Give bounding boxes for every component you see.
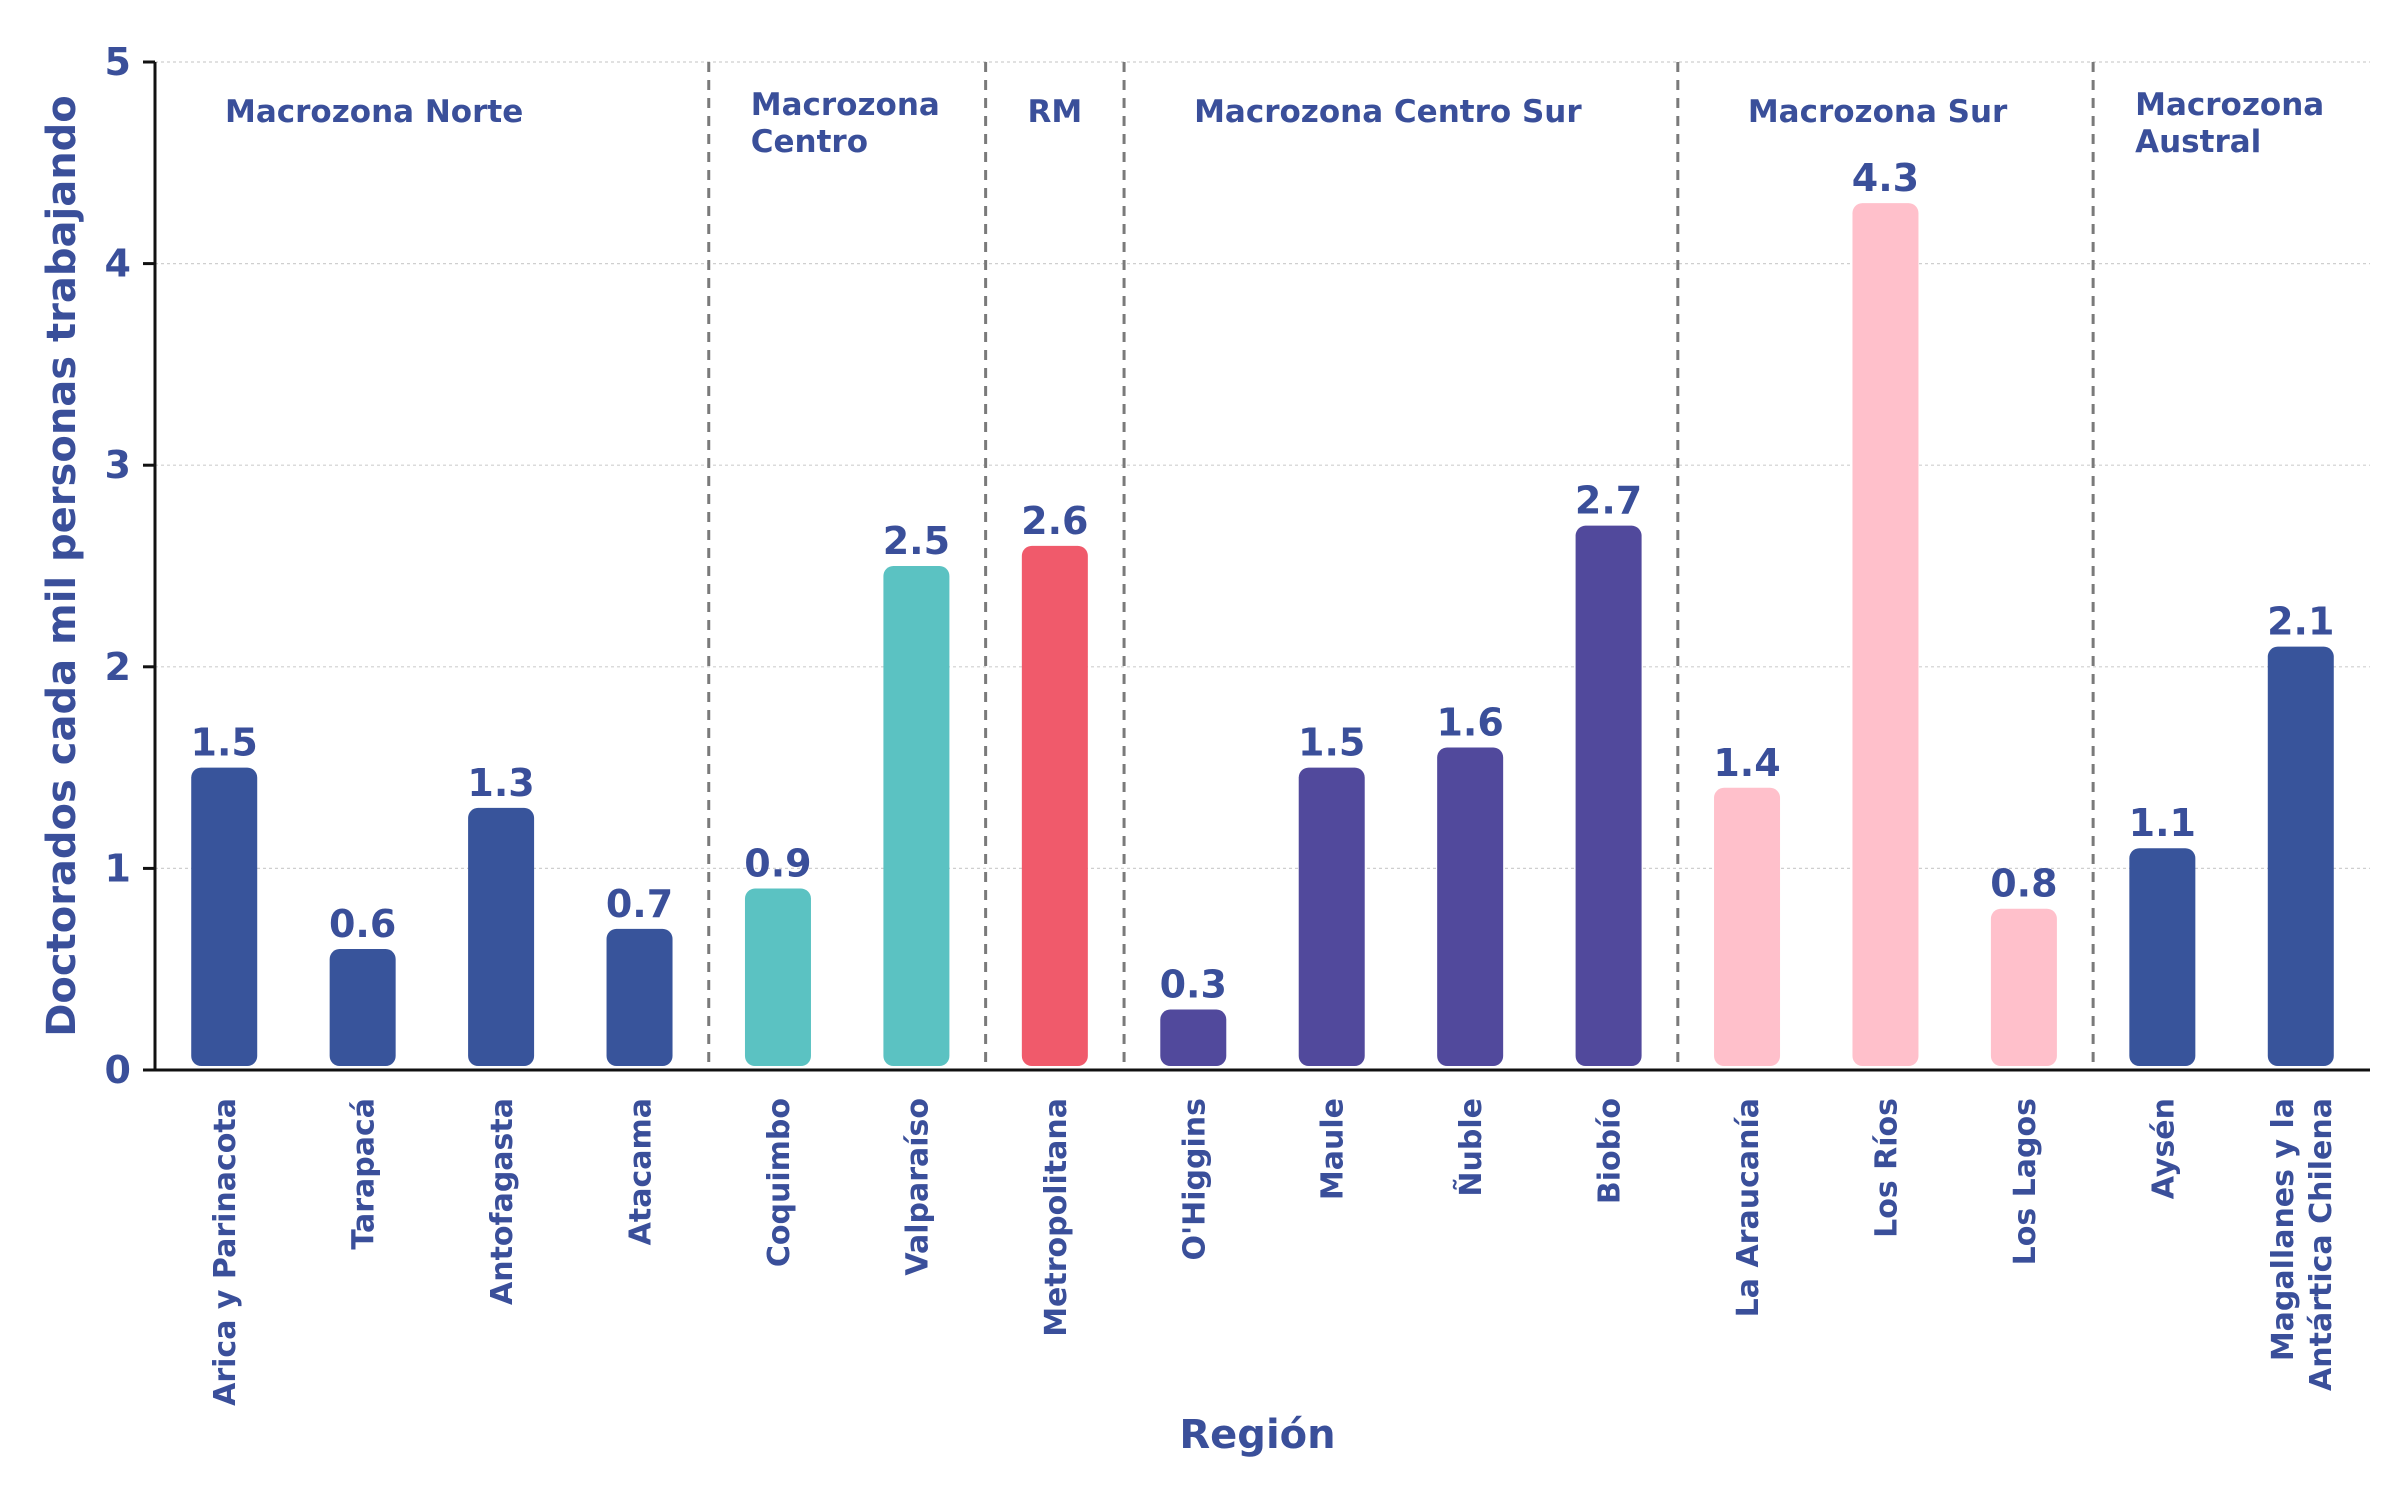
x-tick-label: O'Higgins — [1177, 1098, 1212, 1261]
x-tick-label: Valparaíso — [900, 1098, 935, 1276]
x-tick-label: Magallanes y la Antártica Chilena — [2266, 1098, 2339, 1391]
x-tick-label: Biobío — [1593, 1098, 1628, 1204]
x-tick-label: Maule — [1316, 1098, 1351, 1200]
value-label: 0.3 — [1160, 963, 1227, 1007]
bar — [1714, 787, 1781, 1066]
bar — [468, 807, 535, 1066]
value-label: 1.1 — [2129, 801, 2196, 845]
bar — [1437, 747, 1504, 1066]
value-label: 0.8 — [1990, 862, 2057, 906]
bar — [744, 888, 811, 1066]
bars — [191, 203, 2334, 1066]
x-tick-label: Tarapacá — [347, 1098, 382, 1250]
value-label: 1.4 — [1713, 741, 1780, 785]
y-tick-label: 0 — [105, 1048, 131, 1092]
x-tick-label: Atacama — [624, 1098, 659, 1245]
y-tick-label: 4 — [105, 242, 131, 286]
group-label: Macrozona Norte — [225, 94, 523, 130]
value-label: 1.3 — [467, 761, 534, 805]
bar — [1852, 203, 1919, 1066]
value-label: 1.5 — [1298, 721, 1365, 765]
bar — [1021, 545, 1088, 1066]
y-tick-label: 5 — [105, 40, 131, 84]
x-tick-label: Arica y Parinacota — [208, 1098, 243, 1406]
group-label: Macrozona Austral — [2135, 87, 2324, 160]
value-label: 0.7 — [606, 882, 673, 926]
group-label: RM — [1027, 94, 1082, 130]
bar — [1298, 767, 1365, 1066]
group-label: Macrozona Sur — [1748, 94, 2008, 130]
group-label: Macrozona Centro Sur — [1194, 94, 1582, 130]
x-tick-label: Los Ríos — [1869, 1098, 1904, 1238]
x-tick-label: La Araucanía — [1731, 1098, 1766, 1317]
bar — [606, 928, 673, 1066]
bar — [883, 566, 950, 1066]
x-tick-label: Ñuble — [1452, 1098, 1489, 1197]
bar — [1575, 525, 1642, 1066]
bar — [1160, 1009, 1227, 1066]
value-label: 0.9 — [744, 842, 811, 886]
value-labels: 1.5 0.6 1.3 0.7 0.9 2.5 2.6 0.3 1.5 1.6 2.7 1.4 4.3 0… — [191, 156, 2335, 1006]
group-label: Macrozona Centro — [751, 87, 940, 160]
value-label: 2.1 — [2267, 600, 2334, 644]
y-tick-label: 1 — [105, 846, 131, 890]
value-label: 2.6 — [1021, 499, 1088, 543]
value-label: 4.3 — [1852, 156, 1919, 200]
x-tick-label: Aysén — [2146, 1098, 2181, 1199]
y-tick-label: 2 — [105, 645, 131, 689]
value-label: 2.5 — [883, 519, 950, 563]
gridlines — [155, 61, 2370, 870]
y-tick-labels: 0 1 2 3 4 5 — [105, 40, 155, 1092]
axes — [153, 62, 2370, 1072]
y-tick-label: 3 — [105, 443, 131, 487]
value-label: 0.6 — [329, 902, 396, 946]
x-tick-label: Los Lagos — [2008, 1098, 2043, 1265]
bar — [2129, 848, 2196, 1066]
bar — [2267, 646, 2334, 1066]
x-tick-labels: Arica y Parinacota Tarapacá Antofagasta Ata… — [208, 1098, 2339, 1406]
value-label: 1.6 — [1436, 700, 1503, 744]
group-labels: Macrozona Norte Macrozona Centro RM Macrozon… — [225, 87, 2324, 160]
group-separators — [707, 62, 2095, 1070]
x-tick-label: Antofagasta — [485, 1098, 520, 1305]
bar — [329, 949, 396, 1066]
x-tick-label: Coquimbo — [762, 1098, 797, 1267]
bar — [191, 767, 258, 1066]
bar — [1990, 908, 2057, 1066]
x-axis-title: Región — [1179, 1412, 1335, 1458]
y-axis-title: Doctorados cada mil personas trabajando — [39, 95, 85, 1037]
value-label: 1.5 — [191, 721, 258, 765]
x-tick-label: Metropolitana — [1039, 1098, 1074, 1337]
value-label: 2.7 — [1575, 479, 1642, 523]
